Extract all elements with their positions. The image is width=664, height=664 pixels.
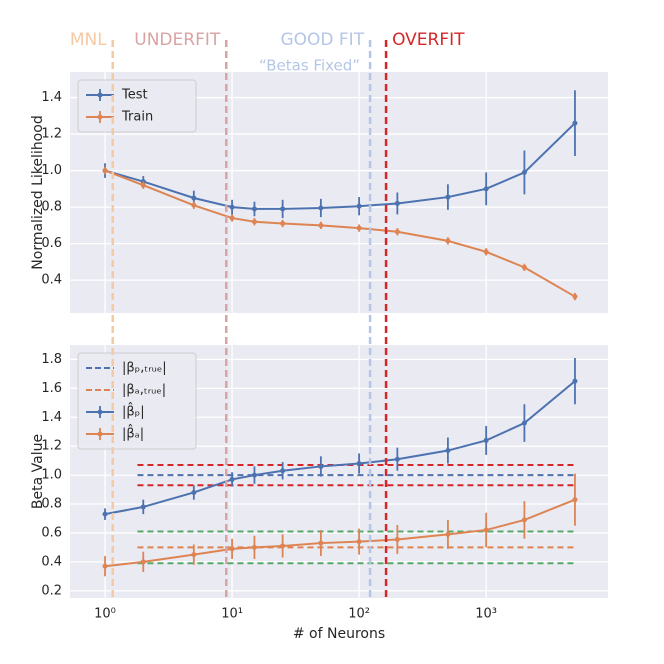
y-tick-label: 0.8 xyxy=(41,200,62,215)
data-point xyxy=(445,194,451,200)
regime-label: GOOD FIT xyxy=(280,30,364,50)
data-point xyxy=(251,219,257,225)
y-tick-label: 1.6 xyxy=(41,381,62,396)
data-point xyxy=(140,504,146,510)
y-tick-label: 0.4 xyxy=(41,273,62,288)
x-tick-label: 10⁰ xyxy=(94,607,116,622)
data-point xyxy=(521,169,527,175)
data-point xyxy=(191,202,197,208)
data-point xyxy=(140,182,146,188)
legend-swatch xyxy=(97,114,103,120)
data-point xyxy=(572,378,578,384)
legend-swatch xyxy=(97,431,103,437)
data-point xyxy=(102,563,108,569)
legend-label: |βₐ,ₜᵣᵤₑ| xyxy=(122,383,166,398)
data-point xyxy=(280,468,286,474)
data-point xyxy=(251,544,257,550)
x-tick-label: 10² xyxy=(348,607,370,622)
data-point xyxy=(318,205,324,211)
data-point xyxy=(318,463,324,469)
y-tick-label: 1.2 xyxy=(41,127,62,142)
legend-swatch xyxy=(97,92,103,98)
data-point xyxy=(191,195,197,201)
y-tick-label: 1.8 xyxy=(41,352,62,367)
data-point xyxy=(191,552,197,558)
y-tick-label: 0.4 xyxy=(41,554,62,569)
data-point xyxy=(483,186,489,192)
y-tick-label: 1.4 xyxy=(41,90,62,105)
data-point xyxy=(483,527,489,533)
data-point xyxy=(280,221,286,227)
y-tick-label: 0.6 xyxy=(41,525,62,540)
data-point xyxy=(356,539,362,545)
data-point xyxy=(521,517,527,523)
legend-box xyxy=(77,79,197,133)
data-point xyxy=(102,168,108,174)
y-tick-label: 1.2 xyxy=(41,439,62,454)
x-axis-label: # of Neurons xyxy=(293,626,385,642)
legend-label: Train xyxy=(121,110,153,125)
data-point xyxy=(394,456,400,462)
regime-sublabel: “Betas Fixed” xyxy=(259,57,360,75)
data-point xyxy=(102,511,108,517)
legend-label: |β̂ₐ| xyxy=(122,424,144,441)
data-point xyxy=(318,222,324,228)
data-point xyxy=(394,229,400,235)
data-point xyxy=(572,294,578,300)
data-point xyxy=(229,546,235,552)
data-point xyxy=(251,206,257,212)
data-point xyxy=(483,437,489,443)
y-axis-label: Beta Value xyxy=(30,434,46,509)
y-tick-label: 0.6 xyxy=(41,236,62,251)
data-point xyxy=(572,497,578,503)
data-point xyxy=(280,206,286,212)
x-tick-label: 10¹ xyxy=(221,607,243,622)
data-point xyxy=(280,543,286,549)
data-point xyxy=(394,536,400,542)
data-point xyxy=(229,204,235,210)
legend-box xyxy=(77,352,197,450)
data-point xyxy=(229,215,235,221)
data-point xyxy=(445,238,451,244)
x-tick-label: 10³ xyxy=(475,607,497,622)
data-point xyxy=(356,225,362,231)
data-point xyxy=(572,120,578,126)
data-point xyxy=(140,559,146,565)
legend-label: |βₚ,ₜᵣᵤₑ| xyxy=(122,361,167,376)
regime-label: MNL xyxy=(70,30,107,50)
data-point xyxy=(445,531,451,537)
y-tick-label: 0.2 xyxy=(41,583,62,598)
legend-swatch xyxy=(97,409,103,415)
legend-label: |β̂ₚ| xyxy=(122,402,145,419)
data-point xyxy=(356,203,362,209)
data-point xyxy=(521,420,527,426)
data-point xyxy=(521,264,527,270)
regime-label: OVERFIT xyxy=(392,30,465,50)
legend-label: Test xyxy=(121,88,148,103)
regime-label: UNDERFIT xyxy=(134,30,221,50)
y-axis-label: Normalized Likelihood xyxy=(30,115,46,269)
y-tick-label: 1.4 xyxy=(41,410,62,425)
data-point xyxy=(229,476,235,482)
y-tick-label: 1.0 xyxy=(41,163,62,178)
y-tick-label: 0.8 xyxy=(41,497,62,512)
y-tick-label: 1.0 xyxy=(41,468,62,483)
data-point xyxy=(483,249,489,255)
data-point xyxy=(356,461,362,467)
data-point xyxy=(394,200,400,206)
data-point xyxy=(191,489,197,495)
data-point xyxy=(445,448,451,454)
data-point xyxy=(251,472,257,478)
data-point xyxy=(318,540,324,546)
